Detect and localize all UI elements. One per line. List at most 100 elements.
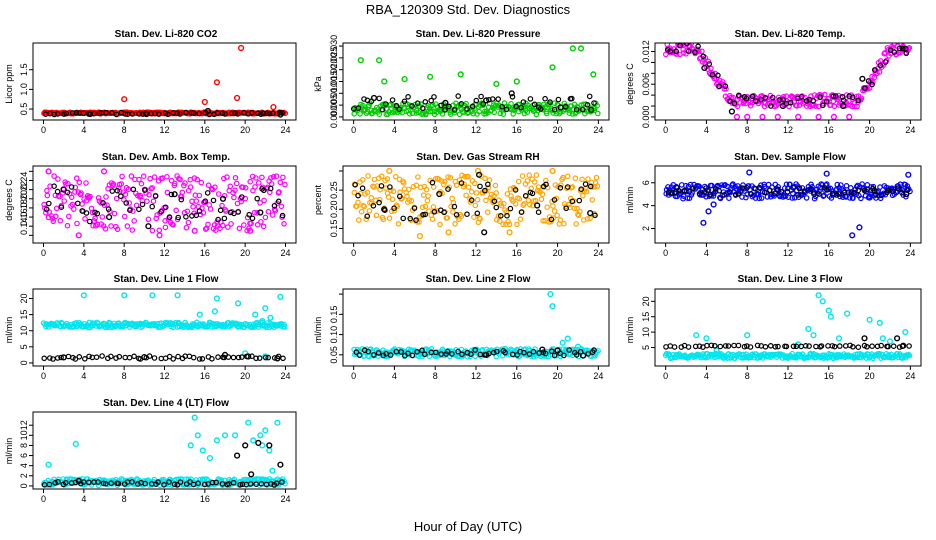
data-point — [808, 186, 815, 193]
data-point — [791, 94, 798, 101]
data-point — [521, 201, 527, 207]
data-point — [156, 111, 162, 117]
data-point — [379, 106, 386, 113]
x-tick-label: 4 — [81, 125, 86, 135]
data-point — [526, 351, 533, 357]
data-point — [222, 111, 228, 117]
data-point — [526, 172, 533, 179]
data-point — [110, 181, 117, 187]
x-tick-label: 0 — [41, 125, 46, 135]
data-point — [53, 205, 60, 212]
data-point — [95, 195, 102, 201]
y-tick-label: 0.15 — [329, 306, 339, 324]
data-point — [514, 221, 520, 228]
data-point — [45, 200, 52, 207]
data-point — [891, 43, 898, 46]
data-point — [561, 220, 567, 227]
data-point — [131, 218, 138, 224]
data-point — [724, 183, 730, 190]
data-point — [886, 338, 894, 345]
data-point — [73, 175, 80, 182]
data-point — [818, 343, 825, 349]
x-tick-label: 16 — [200, 371, 210, 381]
data-point — [111, 210, 118, 217]
data-point — [171, 481, 178, 488]
data-point — [810, 332, 817, 339]
data-point — [420, 192, 427, 199]
data-point — [544, 204, 551, 211]
data-point — [663, 344, 669, 350]
y-tick-label: 0.18 — [19, 199, 29, 217]
data-point — [533, 172, 540, 178]
data-point — [234, 94, 241, 102]
data-point — [426, 208, 432, 214]
data-point — [188, 476, 194, 483]
data-point — [228, 221, 234, 227]
x-tick-label: 20 — [865, 371, 875, 381]
x-tick-label: 4 — [704, 125, 709, 135]
x-tick-label: 4 — [81, 248, 86, 258]
panel-title: Stan. Dev. Line 3 Flow — [738, 274, 843, 285]
data-point — [550, 203, 556, 209]
data-point — [376, 57, 383, 64]
data-point — [194, 432, 201, 439]
y-tick-label: 0.015 — [329, 70, 339, 93]
data-point — [548, 216, 555, 223]
data-point — [170, 222, 176, 228]
data-point — [847, 185, 854, 191]
data-point — [351, 189, 358, 196]
data-point — [483, 351, 490, 358]
data-point — [140, 111, 146, 117]
data-point — [468, 197, 475, 204]
data-point — [549, 303, 556, 310]
y-tick-label: 15 — [19, 310, 29, 320]
data-point — [54, 355, 61, 361]
data-point — [902, 45, 909, 52]
data-point — [183, 224, 190, 231]
data-point — [547, 291, 554, 298]
data-point — [744, 343, 750, 349]
data-point — [190, 354, 197, 361]
y-tick-label: 0.025 — [329, 47, 339, 70]
y-tick-label: 10 — [19, 326, 29, 336]
data-point — [549, 167, 556, 175]
data-point — [840, 97, 847, 104]
x-tick-label: 8 — [433, 371, 438, 381]
data-point — [279, 110, 285, 116]
data-point — [424, 197, 431, 204]
data-point — [842, 343, 849, 349]
data-point — [783, 93, 790, 100]
data-point — [219, 195, 227, 202]
data-point — [187, 479, 193, 485]
data-point — [848, 189, 854, 196]
data-point — [890, 188, 896, 195]
data-point — [232, 432, 239, 439]
data-point — [503, 209, 510, 215]
data-point — [849, 232, 856, 239]
x-tick-label: 0 — [41, 494, 46, 504]
data-point — [662, 51, 669, 58]
points-layer — [350, 45, 601, 118]
data-point — [705, 58, 712, 65]
data-point — [423, 111, 429, 117]
data-point — [895, 185, 901, 192]
data-point — [370, 352, 377, 358]
data-point — [458, 101, 465, 107]
data-point — [255, 439, 262, 447]
data-point — [489, 96, 496, 102]
x-tick-label: 0 — [41, 371, 46, 381]
data-point — [213, 437, 221, 444]
data-point — [431, 94, 437, 100]
data-point — [191, 414, 198, 421]
data-point — [183, 214, 189, 220]
panel-plot: 0 4 8 12 16 20 24 0.5 1.0 1.5 — [19, 42, 297, 135]
data-point — [68, 194, 75, 201]
data-point — [490, 349, 497, 356]
data-point — [221, 175, 227, 182]
data-point — [145, 223, 152, 230]
data-point — [76, 353, 83, 360]
data-point — [202, 226, 209, 232]
data-point — [64, 222, 71, 229]
x-tick-label: 24 — [280, 125, 290, 135]
data-point — [357, 111, 363, 117]
